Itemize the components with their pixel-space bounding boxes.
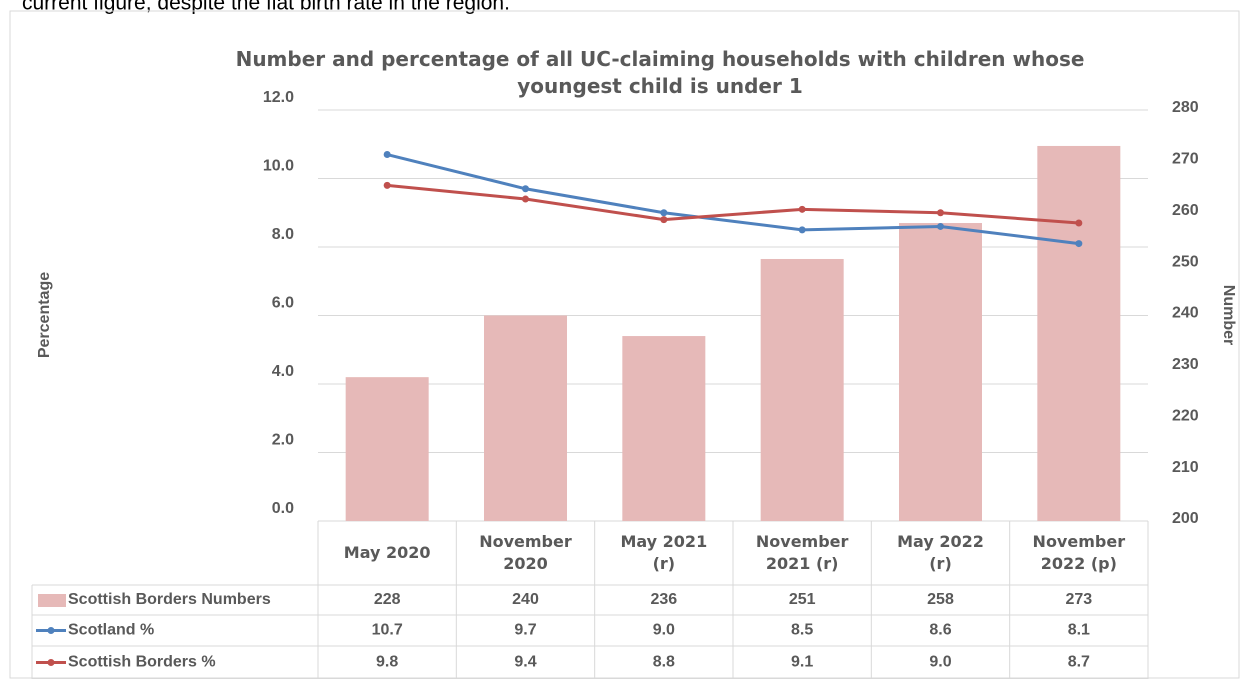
intro-text: current figure, despite the flat birth r… bbox=[22, 0, 510, 15]
legend-label: Scotland % bbox=[68, 622, 154, 639]
y2-tick-label: 280 bbox=[1172, 99, 1199, 116]
data-label: 228 bbox=[374, 591, 401, 608]
x-tick-label-box: May 2022 (r) bbox=[897, 532, 984, 573]
legend-swatch bbox=[38, 594, 66, 607]
data-label: 236 bbox=[650, 591, 677, 608]
data-label: 273 bbox=[1065, 591, 1092, 608]
data-label: 8.1 bbox=[1068, 622, 1090, 639]
data-label: 8.8 bbox=[653, 654, 675, 671]
y-tick-label: 8.0 bbox=[272, 226, 294, 243]
x-tick-label: November 2022 (p) bbox=[1032, 532, 1126, 573]
y-tick-label: 4.0 bbox=[272, 363, 294, 380]
legend-marker bbox=[47, 627, 55, 634]
bar bbox=[484, 315, 567, 521]
y-tick-label: 10.0 bbox=[263, 158, 294, 175]
x-tick-label: May 2020 bbox=[343, 543, 431, 563]
x-tick-label: May 2022 (r) bbox=[897, 532, 984, 573]
x-tick-label-box: May 2021 (r) bbox=[620, 532, 708, 573]
x-tick-label-box: May 2020 bbox=[343, 543, 431, 563]
data-label: 8.7 bbox=[1068, 654, 1090, 671]
bar bbox=[1037, 145, 1121, 521]
x-tick-label: May 2021 (r) bbox=[620, 532, 708, 573]
data-label: 8.6 bbox=[929, 622, 951, 639]
x-tick-label-box: November 2021 (r) bbox=[755, 532, 849, 573]
x-tick-label-box: November 2020 bbox=[479, 532, 572, 573]
marker bbox=[798, 226, 806, 234]
legend-label: Scottish Borders Numbers bbox=[68, 591, 271, 608]
data-label: 9.7 bbox=[514, 622, 536, 639]
marker bbox=[937, 209, 944, 217]
y2-tick-label: 230 bbox=[1172, 356, 1199, 373]
bar bbox=[760, 258, 844, 521]
bar bbox=[622, 336, 706, 521]
data-label: 9.8 bbox=[376, 654, 398, 671]
data-label: 8.5 bbox=[791, 622, 813, 639]
marker bbox=[937, 222, 944, 230]
line bbox=[387, 183, 1079, 225]
title-box: Number and percentage of all UC-claiming… bbox=[235, 47, 1085, 98]
y2-tick-label: 260 bbox=[1172, 202, 1199, 219]
data-label: 9.0 bbox=[653, 622, 675, 639]
marker bbox=[798, 205, 806, 213]
y-tick-label: 12.0 bbox=[263, 89, 294, 106]
data-label: 258 bbox=[927, 591, 954, 608]
y2-tick-label: 250 bbox=[1172, 253, 1199, 270]
y-axis-title: Percentage bbox=[36, 272, 53, 358]
x-tick-label-box: November 2022 (p) bbox=[1032, 532, 1126, 573]
y2-tick-label: 220 bbox=[1172, 407, 1199, 424]
y2-tick-label: 270 bbox=[1172, 151, 1199, 168]
y2-axis-title: Number bbox=[1220, 285, 1237, 345]
data-label: 9.0 bbox=[929, 654, 951, 671]
x-tick-label: November 2020 bbox=[479, 532, 572, 573]
data-label: 10.7 bbox=[372, 622, 403, 639]
y2-tick-label: 210 bbox=[1172, 459, 1199, 476]
line bbox=[386, 153, 1080, 246]
marker bbox=[1075, 219, 1083, 227]
chart-title: Number and percentage of all UC-claiming… bbox=[235, 47, 1085, 98]
marker bbox=[522, 185, 529, 193]
marker bbox=[383, 151, 391, 159]
y-tick-label: 6.0 bbox=[272, 295, 294, 312]
data-label: 240 bbox=[512, 591, 539, 608]
legend-marker bbox=[47, 659, 55, 666]
bar bbox=[345, 377, 429, 521]
marker bbox=[522, 195, 529, 203]
chart-frame bbox=[9, 10, 1240, 679]
data-label: 9.4 bbox=[514, 654, 536, 671]
y2-tick-label: 240 bbox=[1172, 305, 1199, 322]
data-label: 9.1 bbox=[791, 654, 813, 671]
x-tick-label: November 2021 (r) bbox=[755, 532, 849, 573]
y-tick-label: 0.0 bbox=[272, 500, 294, 517]
legend-label: Scottish Borders % bbox=[68, 654, 216, 671]
y-tick-label: 2.0 bbox=[272, 432, 294, 449]
bar bbox=[899, 223, 982, 521]
marker bbox=[660, 209, 668, 217]
marker bbox=[660, 216, 668, 224]
marker bbox=[383, 181, 391, 189]
y2-tick-label: 200 bbox=[1172, 510, 1199, 527]
marker bbox=[1075, 240, 1083, 248]
data-label: 251 bbox=[789, 591, 816, 608]
